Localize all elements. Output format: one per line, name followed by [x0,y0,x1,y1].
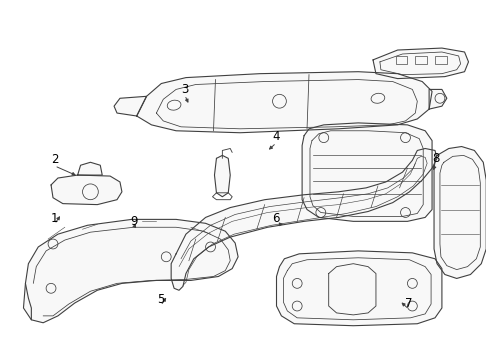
Polygon shape [215,156,230,197]
Polygon shape [429,89,447,109]
Text: 6: 6 [272,212,280,225]
Polygon shape [51,175,122,204]
Text: 8: 8 [432,152,439,165]
Text: 7: 7 [405,297,413,310]
Text: 9: 9 [130,215,138,229]
Polygon shape [77,162,102,175]
Text: 2: 2 [50,153,58,166]
Text: 5: 5 [157,293,164,306]
Text: 3: 3 [181,82,188,95]
Polygon shape [302,123,432,221]
Bar [435,56,447,64]
Bar [416,56,427,64]
Text: 4: 4 [272,130,280,143]
Polygon shape [373,48,468,78]
Polygon shape [137,72,432,133]
Polygon shape [24,219,238,323]
Polygon shape [171,148,437,290]
Text: 1: 1 [50,212,58,225]
Polygon shape [276,251,442,326]
Polygon shape [434,147,486,278]
Polygon shape [114,96,147,116]
Bar [395,56,408,64]
